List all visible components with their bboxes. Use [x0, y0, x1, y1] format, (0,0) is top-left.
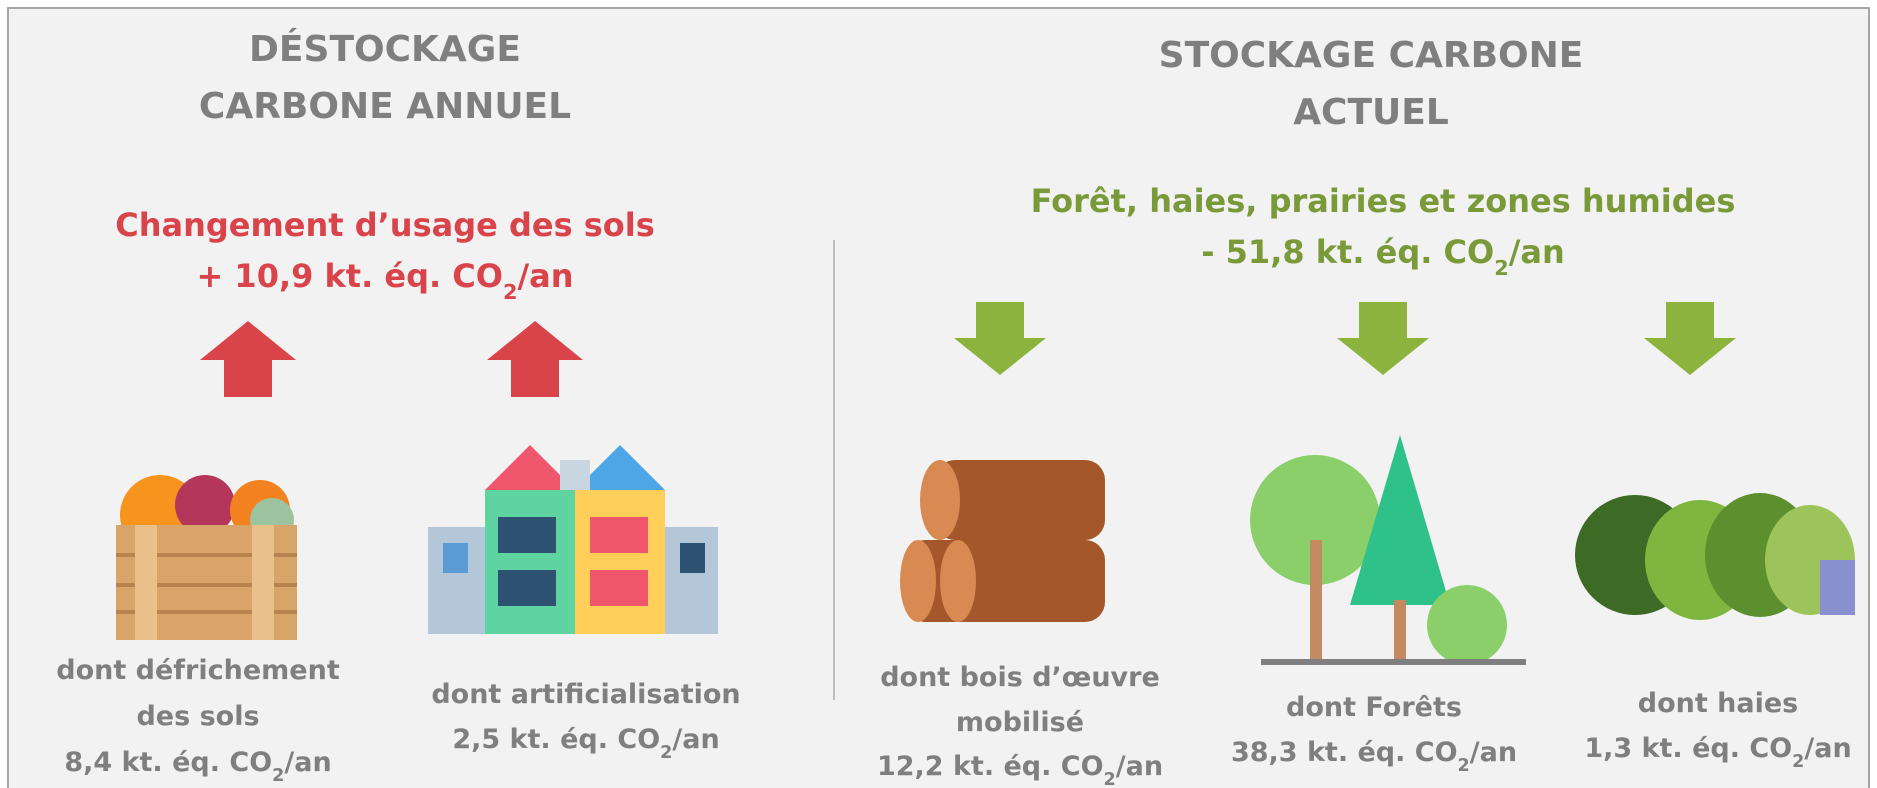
- item-label: mobilisé: [956, 707, 1084, 738]
- down-arrows: [954, 302, 1736, 375]
- left-title: CARBONE ANNUEL: [199, 86, 571, 127]
- item-label: des sols: [136, 701, 259, 732]
- item-value: 38,3 kt. éq. CO2/an: [1231, 737, 1517, 776]
- building-icon: [428, 445, 718, 634]
- item-value: 1,3 kt. éq. CO2/an: [1584, 733, 1851, 772]
- item-label: dont défrichement: [56, 655, 340, 686]
- item-label: dont bois d’œuvre: [880, 662, 1160, 693]
- left-title: DÉSTOCKAGE: [249, 28, 521, 70]
- item-label: dont artificialisation: [431, 679, 740, 710]
- right-title: ACTUEL: [1293, 92, 1449, 133]
- left-heading: Changement d’usage des sols: [115, 206, 655, 244]
- item-value: 2,5 kt. éq. CO2/an: [452, 724, 719, 763]
- item-label: dont haies: [1638, 688, 1798, 719]
- up-arrows: [200, 321, 583, 397]
- item-value: 12,2 kt. éq. CO2/an: [877, 751, 1163, 788]
- right-heading: Forêt, haies, prairies et zones humides: [1031, 182, 1736, 220]
- item-value: 8,4 kt. éq. CO2/an: [64, 747, 331, 786]
- logs-icon: [900, 460, 1105, 622]
- trees-icon: [1250, 435, 1526, 665]
- crate-icon: [116, 475, 297, 640]
- panel: [7, 7, 1870, 788]
- item-label: dont Forêts: [1286, 692, 1462, 723]
- right-title: STOCKAGE CARBONE: [1159, 35, 1584, 76]
- hedge-icon: [1575, 493, 1855, 620]
- right-total: - 51,8 kt. éq. CO2/an: [1201, 233, 1565, 280]
- left-total: + 10,9 kt. éq. CO2/an: [196, 257, 573, 304]
